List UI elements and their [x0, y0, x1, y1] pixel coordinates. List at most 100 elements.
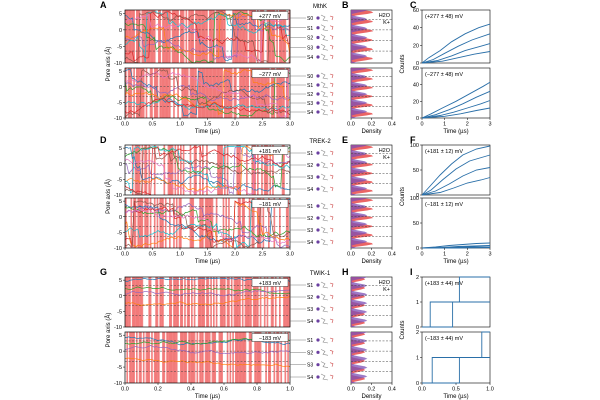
water-stripe — [142, 10, 145, 63]
water-stripe — [200, 68, 203, 118]
water-stripe — [192, 10, 195, 63]
water-stripe — [141, 198, 144, 248]
site-label: S1 — [307, 83, 313, 89]
filter-residue — [320, 238, 329, 246]
site-label: S4 — [307, 55, 313, 61]
water-stripe — [196, 332, 199, 383]
water-stripe — [246, 277, 248, 327]
ion-trajectory — [124, 199, 290, 244]
water-stripe — [211, 198, 214, 248]
y-tick-label: 1 — [416, 300, 419, 306]
water-stripe — [191, 277, 193, 327]
water-stripe — [131, 277, 134, 327]
water-stripe — [162, 68, 164, 118]
k-ion-dot — [316, 216, 320, 220]
voltage-box — [251, 278, 289, 287]
site-label: S0 — [307, 16, 313, 22]
water-stripe — [262, 68, 265, 118]
water-stripe — [185, 68, 188, 118]
water-legend: H2O — [379, 148, 391, 154]
filter-residue — [329, 318, 334, 324]
water-stripe — [262, 198, 265, 248]
y-tick-label: 5 — [119, 333, 122, 339]
k-ion-dot — [316, 92, 320, 96]
y-tick-label: -10 — [114, 116, 122, 122]
counts-legend: (−181 ± 12) mV — [425, 202, 463, 208]
water-stripe — [173, 277, 175, 327]
water-stripe — [200, 198, 203, 248]
water-stripe — [142, 68, 145, 118]
water-stripe — [189, 145, 192, 195]
water-stripe — [239, 332, 241, 383]
ion-trajectory — [124, 69, 291, 117]
y-tick-label: 1 — [416, 356, 419, 362]
water-stripe — [203, 10, 206, 63]
ion-trajectory — [124, 97, 291, 111]
water-stripe — [241, 277, 244, 327]
site-label: S2 — [307, 92, 313, 98]
x-tick-label: 1.0 — [176, 252, 184, 258]
water-stripe — [159, 277, 162, 327]
voltage-label: −277 mV — [259, 72, 281, 78]
x-tick-label: 0.4 — [388, 122, 396, 128]
filter-residue — [329, 150, 334, 156]
site-label: S1 — [307, 26, 313, 32]
water-stripe — [268, 332, 270, 383]
x-tick-label: 0.5 — [452, 387, 460, 393]
water-stripe — [129, 332, 131, 383]
water-stripe — [213, 277, 215, 327]
water-stripe — [127, 10, 130, 63]
x-tick-label: 2 — [466, 252, 469, 258]
water-stripe — [226, 145, 229, 195]
filter-residue — [320, 53, 329, 61]
water-stripe — [206, 332, 208, 383]
water-stripe — [151, 332, 153, 383]
water-stripe — [141, 277, 144, 327]
potassium-legend: K+ — [383, 287, 390, 293]
water-stripe — [268, 198, 270, 248]
water-stripe — [263, 277, 266, 327]
water-stripe — [138, 145, 141, 195]
water-stripe — [250, 68, 252, 118]
y-tick-label: 2 — [416, 330, 419, 336]
water-stripe — [178, 198, 181, 248]
water-stripe — [162, 198, 164, 248]
water-stripe — [272, 277, 274, 327]
water-stripe — [222, 277, 225, 327]
water-stripe — [217, 145, 219, 195]
water-stripe — [180, 332, 182, 383]
water-stripe — [202, 277, 204, 327]
filter-residue — [320, 149, 329, 157]
water-stripe — [164, 68, 167, 118]
x-tick-label: 1.0 — [486, 387, 494, 393]
water-stripe — [199, 277, 201, 327]
water-stripe — [136, 332, 138, 383]
x-tick-label: 1.5 — [204, 252, 212, 258]
water-stripe — [257, 68, 259, 118]
y-tick-label: 0 — [119, 349, 122, 355]
water-stripe — [221, 68, 223, 118]
water-stripe — [197, 68, 200, 118]
count-series — [422, 247, 491, 249]
water-stripe — [243, 10, 245, 63]
water-stripe — [269, 145, 272, 195]
water-stripe — [140, 277, 142, 327]
water-stripe — [214, 68, 217, 118]
water-stripe — [189, 198, 192, 248]
site-label: S4 — [307, 375, 313, 381]
count-series — [421, 90, 491, 119]
potassium-legend: K+ — [383, 155, 390, 161]
water-stripe — [204, 68, 207, 118]
water-stripe — [221, 145, 223, 195]
water-stripe — [144, 145, 146, 195]
y-tick-label: 5 — [119, 146, 122, 152]
count-series — [421, 167, 491, 196]
water-stripe — [241, 68, 244, 118]
filter-residue — [320, 72, 329, 80]
water-stripe — [221, 277, 223, 327]
k-ion-dot — [316, 295, 320, 299]
water-stripe — [166, 10, 168, 63]
water-stripe — [149, 198, 152, 248]
k-ion-dot — [316, 363, 320, 367]
site-label: S4 — [307, 187, 313, 193]
